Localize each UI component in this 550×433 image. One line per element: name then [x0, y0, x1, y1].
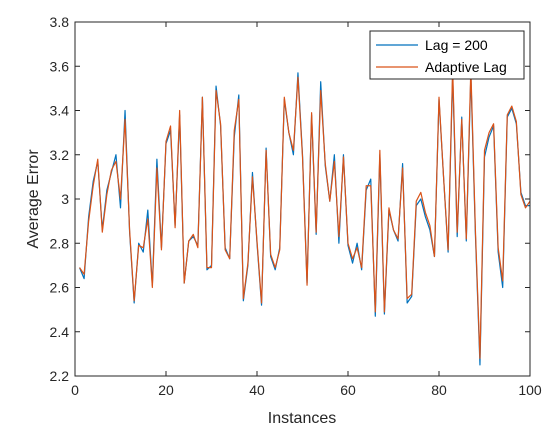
legend-box [369, 30, 525, 80]
x-tick-label: 20 [158, 382, 174, 398]
x-tick-labels: 0 20 40 60 80 100 [71, 382, 542, 398]
axes-layer [74, 21, 531, 377]
y-tick-label: 2.6 [50, 280, 70, 296]
x-tick-label: 80 [431, 382, 447, 398]
x-tick-label: 0 [71, 382, 79, 398]
x-tick-label: 60 [340, 382, 356, 398]
y-tick-labels: 2.2 2.4 2.6 2.8 3 3.2 3.4 3.6 3.8 [50, 14, 70, 384]
plot-area [75, 22, 530, 376]
legend-label-adaptive-lag: Adaptive Lag [425, 59, 507, 75]
x-axis-title: Instances [268, 410, 336, 427]
y-tick-label: 2.2 [50, 368, 70, 384]
series-layer [78, 67, 531, 366]
legend: Lag = 200 Adaptive Lag [369, 30, 525, 80]
y-tick-label: 3.4 [50, 103, 70, 119]
y-tick-label: 2.4 [50, 324, 70, 340]
x-tick-label: 100 [518, 382, 542, 398]
y-tick-label: 3.2 [50, 147, 70, 163]
legend-label-lag-200: Lag = 200 [425, 37, 488, 53]
series-line-adaptive-lag [79, 67, 531, 359]
y-axis-title: Average Error [25, 149, 42, 249]
y-tick-label: 2.8 [50, 235, 70, 251]
x-tick-label: 40 [249, 382, 265, 398]
y-tick-label: 3.8 [50, 14, 70, 30]
y-tick-label: 3 [61, 191, 69, 207]
y-tick-label: 3.6 [50, 58, 70, 74]
